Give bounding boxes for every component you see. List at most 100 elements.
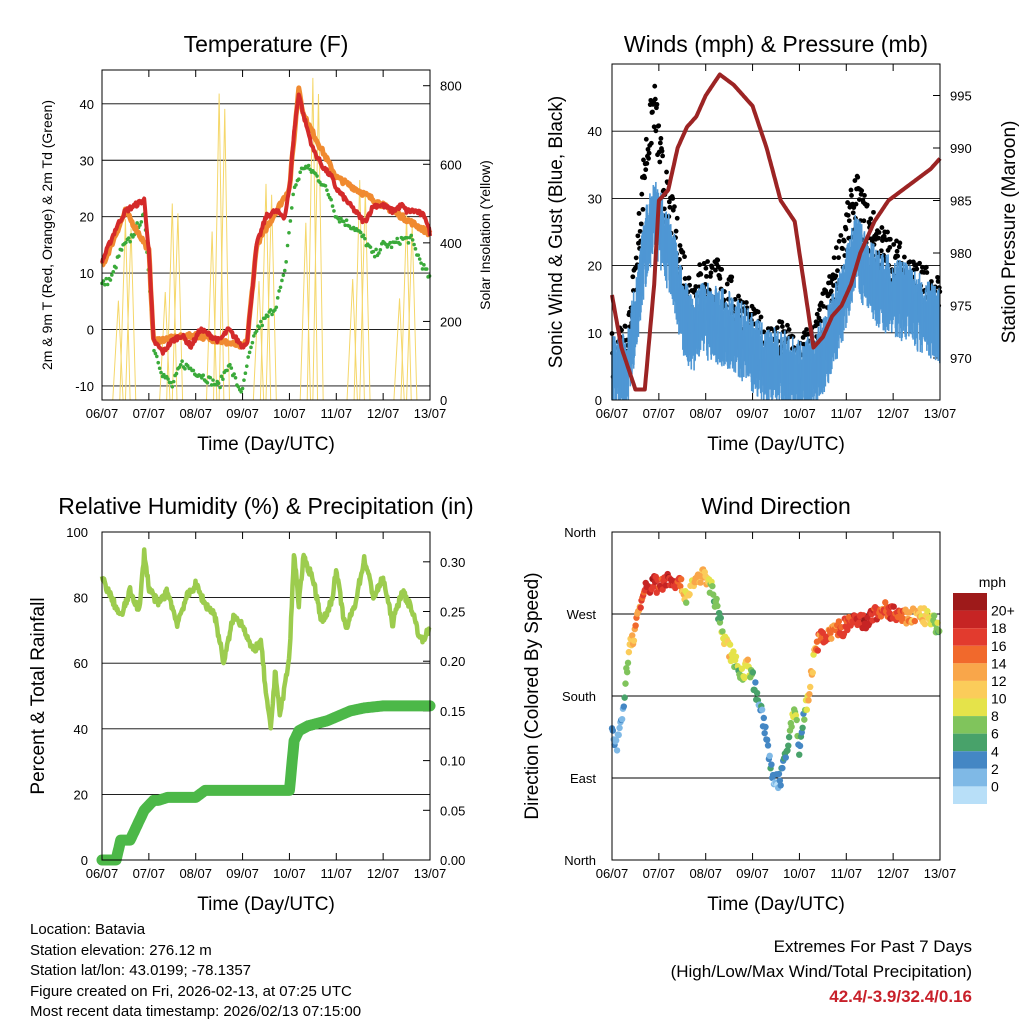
dewpoint-point xyxy=(325,188,329,192)
direction-point xyxy=(835,618,843,625)
dewpoint-point xyxy=(159,370,163,375)
direction-point xyxy=(710,591,717,598)
gust-point xyxy=(848,187,854,193)
y-axis-label: 2m & 9m T (Red, Orange) & 2m Td (Green) xyxy=(39,100,55,370)
y2-tick-label: 200 xyxy=(440,314,462,329)
direction-point xyxy=(779,764,786,772)
direction-point xyxy=(784,747,791,754)
dewpoint-point xyxy=(259,319,263,324)
gust-point xyxy=(833,245,839,251)
gust-point xyxy=(878,248,884,254)
direction-point xyxy=(677,583,684,590)
x-tick-label: 10/07 xyxy=(273,866,306,881)
y-tick-label: West xyxy=(567,607,597,622)
plot-frame xyxy=(611,63,941,401)
direction-point xyxy=(630,637,638,644)
panel-4: Wind Direction 06/07 07/07 08/07 09/07 10/07 1… xyxy=(522,493,1015,915)
y2-tick-label: 0 xyxy=(440,393,447,408)
direction-point xyxy=(749,669,757,676)
gust-point xyxy=(717,276,723,281)
dewpoint-point xyxy=(277,289,281,293)
dewpoint-point xyxy=(275,296,280,300)
dewpoint-point xyxy=(126,236,131,240)
y-axis-label: Direction (Colored By Speed) xyxy=(522,572,543,819)
dewpoint-point xyxy=(214,382,218,387)
x-axis-label: Time (Day/UTC) xyxy=(197,894,335,915)
dewpoint-point xyxy=(250,340,255,345)
gust-point xyxy=(895,253,901,259)
y-tick-label: 10 xyxy=(80,266,94,281)
gust-point xyxy=(836,255,842,261)
dewpoint-point xyxy=(191,368,196,373)
gust-point xyxy=(774,325,780,331)
gust-point xyxy=(914,266,920,272)
gust-point xyxy=(644,161,650,166)
dewpoint-point xyxy=(361,233,366,238)
info-latlon: Station lat/lon: 43.0199; -78.1357 xyxy=(30,962,252,979)
x-tick-label: 11/07 xyxy=(830,406,862,421)
y2-axis-label: Station Pressure (Maroon) xyxy=(999,121,1020,344)
gust-point xyxy=(643,167,649,173)
direction-point xyxy=(613,747,621,754)
x-tick-label: 08/07 xyxy=(179,406,212,421)
gust-point xyxy=(851,205,857,210)
gust-point xyxy=(648,140,654,146)
dewpoint-point xyxy=(229,366,234,370)
direction-point xyxy=(936,627,943,635)
y-tick-label: 30 xyxy=(80,153,94,168)
gust-point xyxy=(713,267,718,273)
dewpoint-point xyxy=(110,273,114,277)
direction-point xyxy=(697,579,704,586)
dewpoint-point xyxy=(201,373,206,378)
gust-point xyxy=(743,300,749,305)
dewpoint-point xyxy=(216,381,221,386)
direction-point xyxy=(609,727,617,734)
direction-point xyxy=(629,632,636,639)
direction-point xyxy=(613,737,620,744)
solar-spike xyxy=(406,224,418,401)
solar-spike xyxy=(218,108,230,401)
y2-tick-label: 0.20 xyxy=(440,654,465,669)
direction-point xyxy=(886,609,893,617)
legend-label: 14 xyxy=(991,655,1007,671)
dewpoint-point xyxy=(221,377,225,381)
dewpoint-point xyxy=(105,282,110,287)
dewpoint-point xyxy=(232,372,236,376)
direction-point xyxy=(621,694,628,701)
gust-point xyxy=(845,212,851,218)
dewpoint-point xyxy=(416,253,421,257)
dewpoint-point xyxy=(152,348,156,353)
x-tick-label: 12/07 xyxy=(367,406,400,421)
direction-point xyxy=(622,680,629,687)
gust-point xyxy=(868,216,874,222)
pressure-line xyxy=(610,72,942,392)
dewpoint-point xyxy=(171,379,176,384)
dewpoint-point xyxy=(281,273,286,278)
chart-title: Winds (mph) & Pressure (mb) xyxy=(624,31,928,57)
legend-label: 12 xyxy=(991,673,1007,689)
y-tick-label: 0 xyxy=(87,322,94,337)
legend-label: 8 xyxy=(991,708,999,724)
dewpoint-point xyxy=(209,383,214,387)
y-tick-label: 40 xyxy=(74,722,88,737)
dewpoint-point xyxy=(180,359,184,364)
direction-point xyxy=(799,724,806,732)
x-axis-label: Time (Day/UTC) xyxy=(197,434,335,455)
gust-point xyxy=(708,274,713,279)
dewpoint-point xyxy=(378,247,383,252)
y2-tick-label: 970 xyxy=(950,351,972,366)
gust-point xyxy=(850,210,856,216)
gust-point xyxy=(715,257,721,263)
gust-point xyxy=(907,259,913,265)
dewpoint-point xyxy=(308,167,312,172)
direction-point xyxy=(683,599,690,606)
dewpoint-point xyxy=(422,263,426,267)
legend-swatch xyxy=(953,768,987,787)
direction-point xyxy=(686,591,693,598)
direction-point xyxy=(934,619,941,626)
dewpoint-point xyxy=(254,329,259,333)
gust-point xyxy=(642,175,648,181)
dewpoint-point xyxy=(124,240,128,245)
direction-point xyxy=(890,603,897,610)
